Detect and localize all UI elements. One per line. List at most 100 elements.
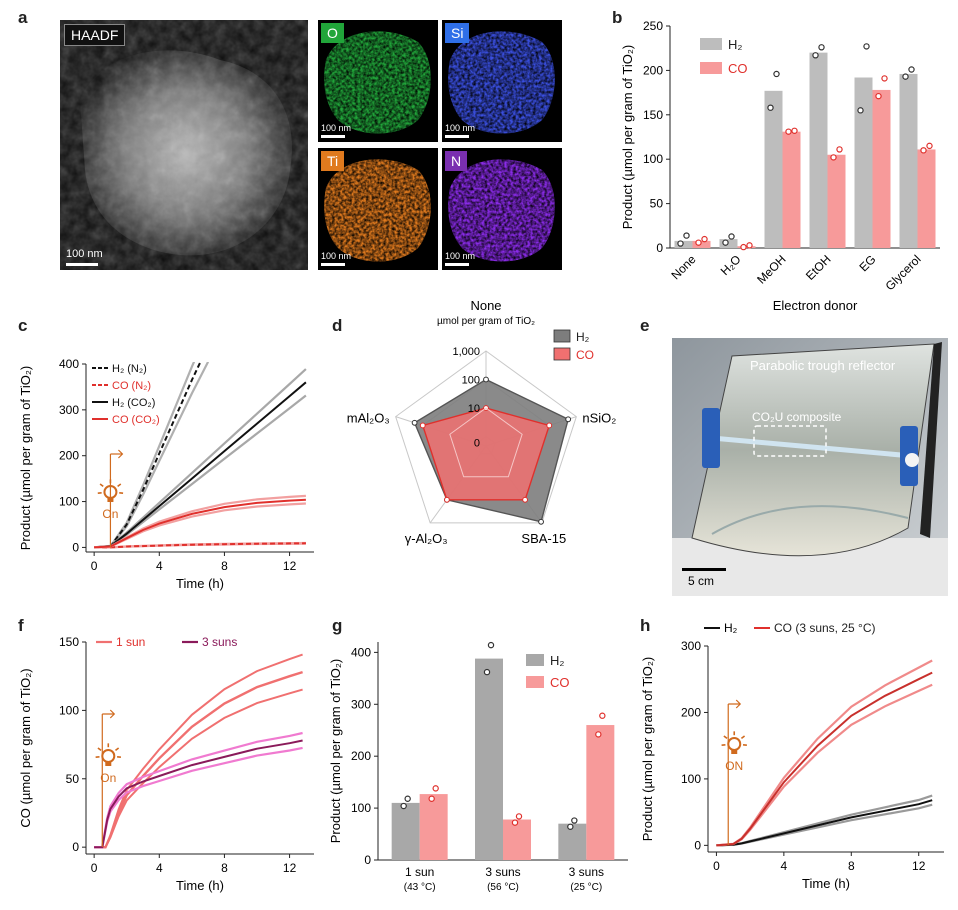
- data-point: [791, 127, 798, 134]
- data-point: [785, 128, 792, 135]
- x-tick-label: 0: [91, 861, 98, 875]
- x-tick-label: 8: [221, 861, 228, 875]
- trough-illustration: [672, 338, 948, 596]
- radar-point: [538, 518, 544, 525]
- bar-h2: [475, 658, 503, 860]
- eds-scale-bar: [321, 263, 345, 266]
- data-point: [812, 52, 819, 59]
- trough-photo: Parabolic trough reflector CO₂U composit…: [672, 338, 948, 596]
- eds-map-si: Si 100 nm: [442, 20, 562, 142]
- data-point: [404, 795, 411, 802]
- y-tick-label: 200: [59, 449, 79, 463]
- x-tick-label: 3 suns: [569, 865, 604, 879]
- y-tick-label: 250: [643, 19, 663, 33]
- bar-co: [872, 89, 891, 248]
- x-tick-label: 12: [912, 859, 926, 873]
- x-tick-sublabel: (25 °C): [570, 882, 602, 893]
- data-point: [836, 146, 843, 153]
- x-tick-label: EG: [856, 252, 878, 274]
- legend-label: 3 suns: [202, 635, 237, 649]
- eds-map-label: Ti: [321, 151, 345, 171]
- data-point: [722, 239, 729, 246]
- eds-map-o: O 100 nm: [318, 20, 438, 142]
- y-tick-label: 0: [656, 241, 663, 255]
- radar-point: [419, 422, 426, 429]
- legend-swatch: [700, 38, 722, 50]
- haadf-scale-text: 100 nm: [66, 248, 103, 260]
- series-band: [93, 368, 307, 549]
- radar-point: [522, 496, 528, 503]
- y-tick-label: 100: [59, 703, 79, 717]
- chart-h: 0 100 200 300 0 4 8 12 Time (h) Product (µmol per…: [640, 621, 944, 891]
- x-tick-label: None: [668, 252, 698, 282]
- eds-map-n: N 100 nm: [442, 148, 562, 270]
- data-point: [920, 147, 927, 154]
- series-line: [94, 542, 306, 549]
- y-tick-label: 0: [72, 540, 79, 554]
- legend-label: H₂ (CO₂): [112, 397, 155, 409]
- y-tick-label: 100: [643, 152, 663, 166]
- axis-label-malumina: mAl₂O₃: [347, 411, 390, 426]
- on-label: On: [102, 507, 118, 521]
- eds-scale-text: 100 nm: [321, 123, 352, 133]
- y-tick-label: 150: [59, 635, 79, 649]
- y-tick-label: 200: [681, 705, 701, 719]
- on-arrow: [728, 699, 742, 709]
- series-line-co: [716, 671, 933, 847]
- y-tick-label: 100: [681, 772, 701, 786]
- series-line-1sun: [94, 653, 303, 849]
- eds-scale-text: 100 nm: [445, 251, 476, 261]
- data-point: [863, 43, 870, 50]
- eds-map-label: Si: [445, 23, 470, 43]
- panel-letter-c: c: [18, 316, 28, 335]
- bar-co: [917, 149, 936, 248]
- eds-map-label: N: [445, 151, 468, 171]
- legend-label: H₂: [550, 653, 564, 668]
- x-tick-label: MeOH: [754, 252, 788, 286]
- bar-co: [586, 725, 615, 860]
- eds-scale-text: 100 nm: [321, 251, 352, 261]
- data-point: [701, 235, 708, 243]
- panel-letter-d: d: [332, 316, 343, 335]
- eds-map-ti: Ti 100 nm: [318, 148, 438, 270]
- ring-label: 100: [462, 375, 480, 387]
- ring-label: 10: [468, 403, 480, 415]
- data-point: [740, 243, 747, 251]
- bar-h2: [391, 802, 420, 860]
- bar-h2: [854, 77, 873, 248]
- haadf-scale-bar: [66, 263, 98, 266]
- photo-scale-text: 5 cm: [688, 574, 715, 588]
- legend-label: CO (3 suns, 25 °C): [774, 621, 876, 635]
- data-point: [400, 802, 407, 810]
- x-tick-label: 12: [283, 559, 297, 573]
- y-tick-label: 100: [351, 801, 371, 815]
- data-point: [683, 232, 690, 239]
- data-point: [487, 641, 495, 649]
- bar-h2: [764, 90, 783, 248]
- y-tick-label: 0: [72, 840, 79, 854]
- legend-swatch: [526, 654, 544, 666]
- y-tick-label: 300: [681, 639, 701, 653]
- data-point: [567, 823, 574, 830]
- y-axis-label: Product (µmol per gram of TiO₂): [620, 45, 635, 229]
- bar-h2: [899, 73, 918, 248]
- axis-label-nsio2: nSiO₂: [582, 411, 616, 426]
- y-tick-label: 200: [351, 749, 371, 763]
- y-tick-label: 200: [643, 63, 663, 77]
- panel-letter-g: g: [332, 616, 343, 635]
- data-point: [677, 240, 684, 247]
- legend-label: CO: [550, 675, 570, 690]
- data-point: [881, 75, 888, 82]
- legend-label: CO: [576, 348, 594, 362]
- composite-label: CO₂U composite: [752, 410, 842, 424]
- y-tick-label: 400: [351, 645, 371, 659]
- series-line-3suns: [94, 739, 303, 849]
- y-tick-label: 0: [364, 853, 371, 867]
- x-tick-label: 4: [156, 559, 163, 573]
- x-tick-label: 8: [221, 559, 228, 573]
- panel-letter-a: a: [18, 8, 28, 27]
- on-label: On: [100, 771, 116, 785]
- light-on-icon: [721, 731, 747, 754]
- radar-point: [565, 416, 572, 423]
- y-tick-label: 150: [643, 108, 663, 122]
